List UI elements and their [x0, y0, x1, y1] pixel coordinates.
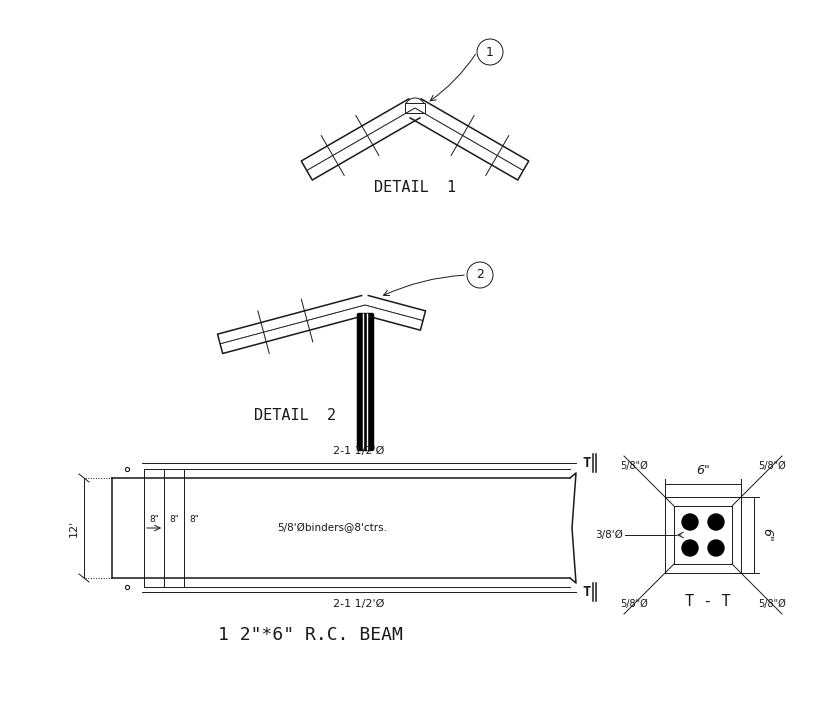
Circle shape [708, 514, 724, 530]
Text: T - T: T - T [685, 594, 731, 609]
Text: 8": 8" [189, 515, 199, 524]
Text: 1: 1 [486, 45, 494, 59]
Text: DETAIL  2: DETAIL 2 [254, 407, 336, 422]
Circle shape [682, 540, 698, 556]
Text: 5/8'Øbinders@8'ctrs.: 5/8'Øbinders@8'ctrs. [277, 523, 387, 533]
Text: 2-1 1/2'Ø: 2-1 1/2'Ø [333, 446, 385, 456]
Text: 8": 8" [169, 515, 179, 524]
Text: T: T [582, 456, 591, 470]
Text: 6": 6" [760, 528, 774, 542]
Text: 5/8"Ø: 5/8"Ø [759, 461, 786, 471]
Text: 8": 8" [149, 515, 159, 524]
Text: T: T [582, 585, 591, 599]
Text: 2-1 1/2'Ø: 2-1 1/2'Ø [333, 599, 385, 609]
Text: 6": 6" [696, 465, 710, 477]
Text: 2: 2 [476, 268, 484, 282]
Circle shape [708, 540, 724, 556]
Text: 5/8"Ø: 5/8"Ø [759, 599, 786, 609]
Text: 1 2"*6" R.C. BEAM: 1 2"*6" R.C. BEAM [218, 626, 402, 644]
Text: 12': 12' [69, 520, 79, 537]
Text: 3/8'Ø: 3/8'Ø [595, 530, 623, 540]
Text: 5/8"Ø: 5/8"Ø [620, 599, 648, 609]
Text: DETAIL  1: DETAIL 1 [374, 181, 456, 196]
Circle shape [682, 514, 698, 530]
Text: 5/8"Ø: 5/8"Ø [620, 461, 648, 471]
